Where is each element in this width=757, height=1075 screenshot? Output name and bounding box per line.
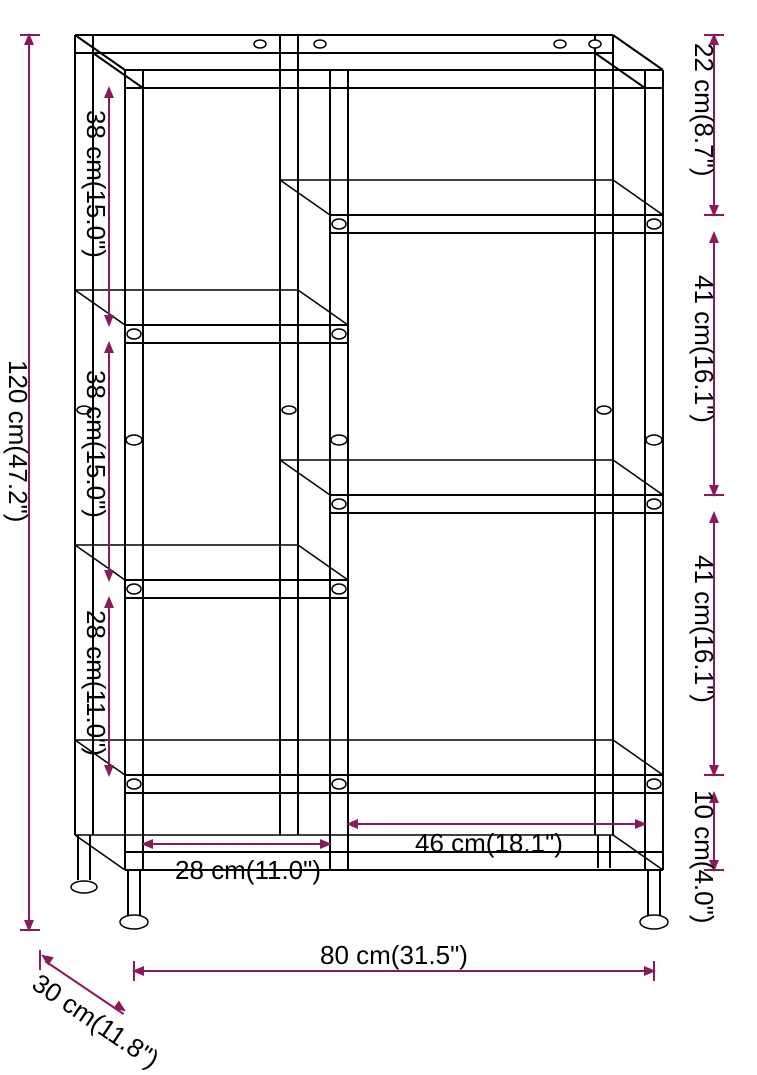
arrow-icon — [635, 819, 647, 829]
label-left-1: 38 cm(15.0") — [80, 110, 111, 258]
dim-line-inner-right — [348, 823, 645, 825]
tick — [133, 961, 135, 981]
arrow-icon — [104, 315, 114, 327]
arrow-icon — [104, 570, 114, 582]
label-inner-left: 28 cm(11.0") — [175, 855, 321, 886]
arrow-icon — [320, 839, 332, 849]
label-left-3: 28 cm(11.0") — [80, 610, 111, 756]
arrow-icon — [104, 86, 114, 98]
label-height-total: 120 cm(47.2") — [2, 360, 33, 522]
label-right-3: 41 cm(16.1") — [688, 555, 719, 703]
tick — [704, 34, 724, 36]
tick — [704, 494, 724, 496]
dim-line-inner-left — [143, 843, 330, 845]
label-width: 80 cm(31.5") — [320, 940, 468, 971]
arrow-icon — [709, 231, 719, 243]
tick — [39, 950, 41, 970]
tick — [704, 214, 724, 216]
arrow-icon — [346, 819, 358, 829]
tick — [704, 774, 724, 776]
label-inner-right: 46 cm(18.1") — [415, 828, 563, 859]
label-right-4: 10 cm(4.0") — [688, 790, 719, 924]
shelf-drawing — [0, 0, 757, 1013]
arrow-icon — [104, 765, 114, 777]
label-right-1: 22 cm(8.7") — [688, 43, 719, 177]
tick — [20, 929, 40, 931]
tick — [20, 34, 40, 36]
arrow-icon — [104, 596, 114, 608]
label-left-2: 38 cm(15.0") — [80, 370, 111, 518]
arrow-icon — [104, 341, 114, 353]
label-right-2: 41 cm(16.1") — [688, 275, 719, 423]
arrow-icon — [141, 839, 153, 849]
diagram-canvas: 120 cm(47.2") 38 cm(15.0") 38 cm(15.0") … — [0, 0, 757, 1013]
tick — [653, 961, 655, 981]
arrow-icon — [709, 511, 719, 523]
